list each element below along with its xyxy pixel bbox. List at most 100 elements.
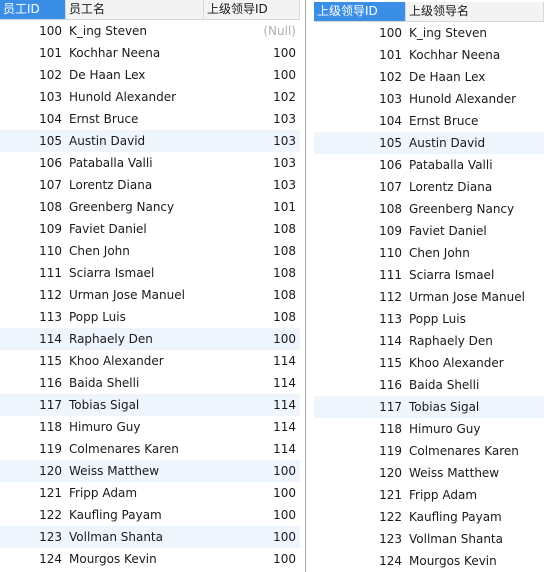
employee-id-cell[interactable]: 121 (39, 486, 62, 500)
employee-id-cell[interactable]: 110 (39, 244, 62, 258)
employee-id-cell[interactable]: 123 (39, 530, 62, 544)
manager-id-cell[interactable]: 114 (273, 442, 296, 456)
table-row[interactable]: 100 K_ing Steven (314, 22, 544, 44)
manager-id-cell[interactable]: 100 (273, 68, 296, 82)
manager-id-cell[interactable]: 103 (273, 156, 296, 170)
employee-name-cell[interactable]: Mourgos Kevin (69, 552, 157, 566)
employee-id-cell[interactable]: 105 (39, 134, 62, 148)
manager-id-cell[interactable]: 103 (379, 92, 402, 106)
table-row[interactable]: 106 Pataballa Valli 103 (0, 152, 300, 174)
manager-id-cell[interactable]: 100 (273, 530, 296, 544)
table-row[interactable]: 117 Tobias Sigal (314, 396, 544, 418)
employee-name-cell[interactable]: Khoo Alexander (69, 354, 164, 368)
manager-name-cell[interactable]: Tobias Sigal (409, 400, 480, 414)
column-header-manager-id[interactable]: 上级领导ID (204, 0, 300, 19)
manager-name-cell[interactable]: Weiss Matthew (409, 466, 500, 480)
employee-name-cell[interactable]: Kaufling Payam (69, 508, 162, 522)
table-row[interactable]: 113 Popp Luis (314, 308, 544, 330)
manager-name-cell[interactable]: Faviet Daniel (409, 224, 487, 238)
manager-id-cell[interactable]: 100 (273, 332, 296, 346)
table-row[interactable]: 120 Weiss Matthew (314, 462, 544, 484)
employee-id-cell[interactable]: 120 (39, 464, 62, 478)
manager-id-cell[interactable]: 118 (379, 422, 402, 436)
employee-id-cell[interactable]: 111 (39, 266, 62, 280)
employee-name-cell[interactable]: Sciarra Ismael (69, 266, 155, 280)
table-row[interactable]: 124 Mourgos Kevin (314, 550, 544, 572)
manager-name-cell[interactable]: Himuro Guy (409, 422, 481, 436)
manager-id-cell[interactable]: 113 (379, 312, 402, 326)
table-row[interactable]: 100 K_ing Steven (Null) (0, 20, 300, 42)
table-row[interactable]: 120 Weiss Matthew 100 (0, 460, 300, 482)
table-row[interactable]: 106 Pataballa Valli (314, 154, 544, 176)
table-row[interactable]: 118 Himuro Guy (314, 418, 544, 440)
employee-id-cell[interactable]: 112 (39, 288, 62, 302)
employee-id-cell[interactable]: 101 (39, 46, 62, 60)
manager-name-cell[interactable]: Mourgos Kevin (409, 554, 497, 568)
table-row[interactable]: 105 Austin David 103 (0, 130, 300, 152)
employee-id-cell[interactable]: 117 (39, 398, 62, 412)
employee-id-cell[interactable]: 100 (39, 24, 62, 38)
manager-name-cell[interactable]: Vollman Shanta (409, 532, 503, 546)
manager-id-cell[interactable]: 110 (379, 246, 402, 260)
employee-name-cell[interactable]: Faviet Daniel (69, 222, 147, 236)
manager-id-cell[interactable]: 101 (379, 48, 402, 62)
table-row[interactable]: 121 Fripp Adam (314, 484, 544, 506)
manager-name-cell[interactable]: Popp Luis (409, 312, 466, 326)
employee-id-cell[interactable]: 116 (39, 376, 62, 390)
employee-id-cell[interactable]: 108 (39, 200, 62, 214)
table-row[interactable]: 111 Sciarra Ismael 108 (0, 262, 300, 284)
employee-id-cell[interactable]: 103 (39, 90, 62, 104)
manager-id-cell[interactable]: 107 (379, 180, 402, 194)
table-row[interactable]: 104 Ernst Bruce 103 (0, 108, 300, 130)
column-header-employee-id[interactable]: 员工ID (0, 0, 66, 19)
manager-name-cell[interactable]: Chen John (409, 246, 470, 260)
manager-id-cell[interactable]: 120 (379, 466, 402, 480)
manager-id-cell[interactable]: 108 (273, 310, 296, 324)
manager-id-cell[interactable]: 104 (379, 114, 402, 128)
table-row[interactable]: 117 Tobias Sigal 114 (0, 394, 300, 416)
manager-id-cell[interactable]: 100 (379, 26, 402, 40)
table-row[interactable]: 122 Kaufling Payam 100 (0, 504, 300, 526)
table-row[interactable]: 119 Colmenares Karen (314, 440, 544, 462)
manager-name-cell[interactable]: Hunold Alexander (409, 92, 517, 106)
table-row[interactable]: 107 Lorentz Diana 103 (0, 174, 300, 196)
manager-id-cell[interactable]: 108 (273, 288, 296, 302)
manager-id-cell[interactable]: 114 (273, 420, 296, 434)
manager-id-cell[interactable]: 108 (273, 244, 296, 258)
manager-id-cell[interactable]: 100 (273, 464, 296, 478)
manager-id-cell[interactable]: 108 (273, 222, 296, 236)
employee-id-cell[interactable]: 118 (39, 420, 62, 434)
manager-id-cell[interactable]: 100 (273, 486, 296, 500)
employee-id-cell[interactable]: 114 (39, 332, 62, 346)
employee-name-cell[interactable]: Vollman Shanta (69, 530, 163, 544)
table-row[interactable]: 113 Popp Luis 108 (0, 306, 300, 328)
manager-id-cell[interactable]: 101 (273, 200, 296, 214)
table-row[interactable]: 102 De Haan Lex 100 (0, 64, 300, 86)
manager-id-cell[interactable]: 103 (273, 112, 296, 126)
table-row[interactable]: 124 Mourgos Kevin 100 (0, 548, 300, 570)
table-row[interactable]: 111 Sciarra Ismael (314, 264, 544, 286)
employee-name-cell[interactable]: Baida Shelli (69, 376, 140, 390)
manager-name-cell[interactable]: Kaufling Payam (409, 510, 502, 524)
manager-id-cell[interactable]: 102 (273, 90, 296, 104)
manager-id-cell[interactable]: 100 (273, 552, 296, 566)
employee-name-cell[interactable]: Kochhar Neena (69, 46, 161, 60)
manager-id-cell[interactable]: 108 (273, 266, 296, 280)
manager-id-cell[interactable]: 112 (379, 290, 402, 304)
employee-id-cell[interactable]: 119 (39, 442, 62, 456)
manager-id-cell[interactable]: 116 (379, 378, 402, 392)
table-row[interactable]: 104 Ernst Bruce (314, 110, 544, 132)
manager-id-cell[interactable]: 106 (379, 158, 402, 172)
table-row[interactable]: 112 Urman Jose Manuel (314, 286, 544, 308)
manager-name-cell[interactable]: Austin David (409, 136, 486, 150)
table-row[interactable]: 109 Faviet Daniel 108 (0, 218, 300, 240)
manager-name-cell[interactable]: Pataballa Valli (409, 158, 493, 172)
table-row[interactable]: 108 Greenberg Nancy (314, 198, 544, 220)
manager-id-cell[interactable]: 109 (379, 224, 402, 238)
employee-id-cell[interactable]: 115 (39, 354, 62, 368)
manager-id-cell[interactable]: 124 (379, 554, 402, 568)
table-row[interactable]: 103 Hunold Alexander (314, 88, 544, 110)
table-row[interactable]: 105 Austin David (314, 132, 544, 154)
table-row[interactable]: 116 Baida Shelli 114 (0, 372, 300, 394)
employee-name-cell[interactable]: Raphaely Den (69, 332, 153, 346)
